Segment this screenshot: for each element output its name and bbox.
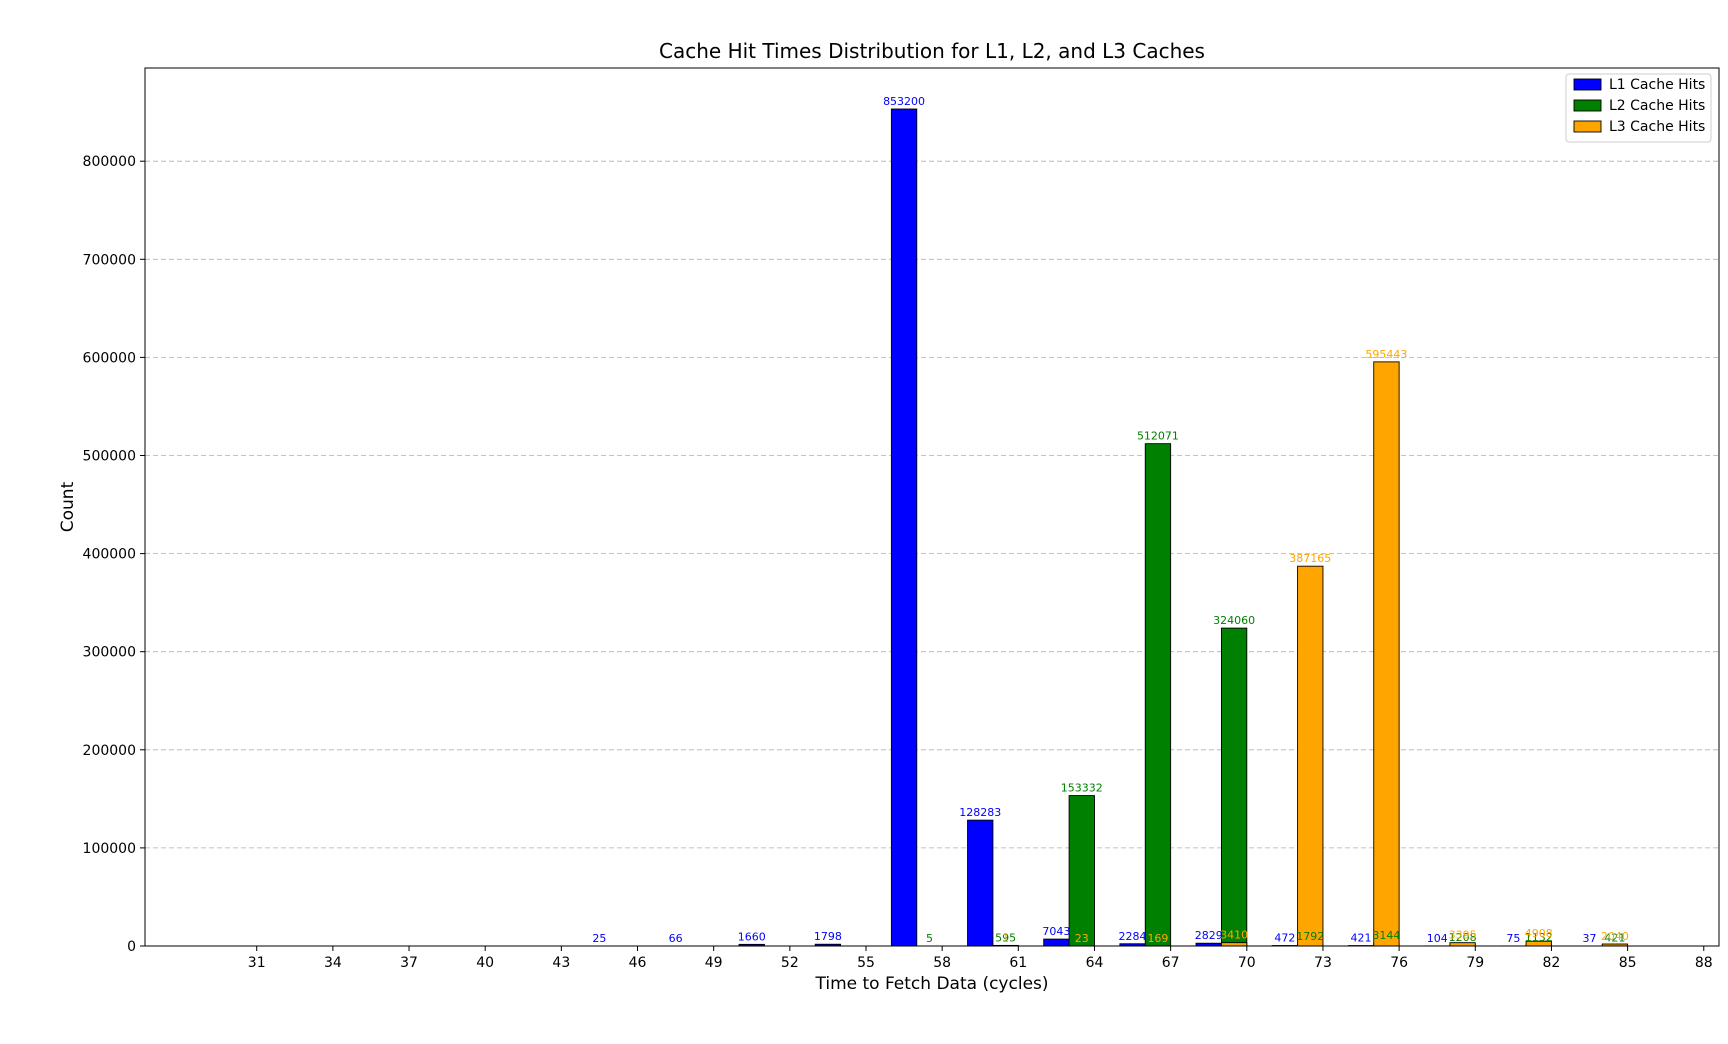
x-tick-label: 40 [476,955,494,971]
x-tick-label: 64 [1086,955,1104,971]
x-tick-label: 43 [552,955,570,971]
l1-legend-label: L1 Cache Hits [1609,77,1705,93]
l3-bar [1297,565,1324,947]
x-tick-label: 58 [933,955,951,971]
l3-bar-label: 1 [1002,932,1009,945]
l2-bar-label: 5 [926,932,933,945]
l2-bar [1220,627,1248,947]
l1-bar [1043,938,1070,947]
l1-bar-label: 25 [592,932,606,945]
y-tick-label: 400000 [83,547,136,563]
l1-bar-label: 1798 [814,930,842,943]
x-tick-label: 76 [1390,955,1408,971]
l3-legend-label: L3 Cache Hits [1609,119,1705,135]
bars [586,108,1629,947]
y-tick-label: 200000 [83,743,136,759]
x-tick-label: 85 [1619,955,1637,971]
l3-legend-swatch [1573,120,1602,133]
l3-bar-label: 3395 [1449,929,1477,942]
l2-bar-label: 1132 [1525,931,1553,944]
l2-legend-swatch [1573,99,1602,112]
l2-bar [1068,795,1095,947]
l1-bar-label: 1660 [738,930,766,943]
l3-bar [1373,361,1400,947]
x-axis: 31 34 37 40 43 46 49 52 55 58 61 64 67 70 73 76 79 82 85 88 [248,946,1713,971]
l2-bar-label: 512071 [1137,430,1179,443]
l3-bar-label: 3410 [1220,929,1248,942]
l1-legend-swatch [1573,78,1602,91]
l2-bar-label: 324060 [1213,614,1255,627]
y-tick-label: 600000 [83,350,136,366]
plot-area-frame [144,67,1720,947]
x-tick-label: 73 [1314,955,1332,971]
l1-bar-label: 2829 [1195,929,1223,942]
x-tick-label: 67 [1162,955,1180,971]
l1-bar-label: 853200 [883,95,925,108]
l1-bar-label: 104 [1427,932,1448,945]
x-tick-label: 82 [1543,955,1561,971]
x-tick-label: 31 [248,955,266,971]
legend: L1 Cache Hits L2 Cache Hits L3 Cache Hits [1565,73,1712,143]
chart-title: Cache Hit Times Distribution for L1, L2,… [659,39,1205,63]
grid [145,160,1719,849]
x-tick-label: 52 [781,955,799,971]
l3-bar-label: 4908 [1525,927,1553,940]
l1-bar-label: 472 [1274,932,1295,945]
x-tick-label: 88 [1695,955,1713,971]
legend-box [1565,73,1712,143]
l2-bar-label: 595 [995,931,1016,944]
bar-labels: 25 66 1660 1798 853200 128283 7043 2284 2829 472 4… [592,95,1628,945]
x-tick-label: 70 [1238,955,1256,971]
l2-bar-label: 153332 [1061,782,1103,795]
y-tick-label: 700000 [83,252,136,268]
y-tick-label: 100000 [83,841,136,857]
y-tick-label: 300000 [83,645,136,661]
l3-bar-label: 387165 [1289,552,1331,565]
l3-bar-label: 595443 [1365,348,1407,361]
l3-bar-label: 23 [1075,932,1089,945]
l1-bar-label: 421 [1351,932,1372,945]
l1-bar-label: 66 [669,932,683,945]
x-tick-label: 61 [1009,955,1027,971]
l2-legend-label: L2 Cache Hits [1609,98,1705,114]
l2-bar-label: 1208 [1449,931,1477,944]
l2-bar-label: 3144 [1372,929,1400,942]
l1-bar-label: 75 [1506,932,1520,945]
l1-bar-label: 7043 [1042,925,1070,938]
l2-bar-label: 421 [1604,932,1625,945]
l3-bar [1220,942,1248,947]
y-tick-label: 0 [127,939,136,955]
l3-bar-label: 2040 [1601,930,1629,943]
l1-bar [890,108,918,947]
y-tick-label: 500000 [83,448,136,464]
l3-bar-label: 169 [1147,932,1168,945]
y-tick-label: 800000 [83,154,136,170]
l1-bar-label: 128283 [959,806,1001,819]
l1-bar-label: 37 [1583,932,1597,945]
l2-bar [1144,443,1172,947]
x-tick-label: 49 [705,955,723,971]
x-tick-label: 79 [1466,955,1484,971]
l1-bar [967,819,994,947]
y-axis: 0 100000 200000 300000 400000 500000 600000 700… [83,154,145,955]
l1-bar-label: 2284 [1119,930,1147,943]
x-axis-title: Time to Fetch Data (cycles) [814,974,1048,994]
x-tick-label: 37 [400,955,418,971]
x-tick-label: 55 [857,955,875,971]
l2-bar-label: 1792 [1296,930,1324,943]
y-axis-title: Count [58,481,78,532]
x-tick-label: 34 [324,955,342,971]
x-tick-label: 46 [629,955,647,971]
